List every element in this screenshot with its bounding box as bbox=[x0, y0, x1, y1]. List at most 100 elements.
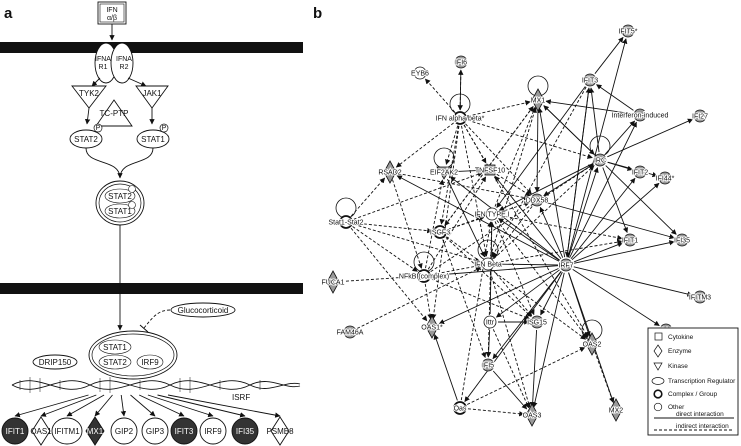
node-label-oas2: OAS2 bbox=[583, 342, 602, 349]
isgf3-stat1-label: STAT1 bbox=[103, 343, 127, 352]
node-nfkb bbox=[417, 269, 431, 283]
node-fuca1 bbox=[326, 270, 340, 294]
edge-ddx58-ifnbeta bbox=[492, 206, 533, 259]
node-label-eyb6: EYB6 bbox=[411, 71, 429, 78]
edge-isgf3-oas2 bbox=[446, 236, 586, 340]
edge-irf7-mx1 bbox=[537, 107, 566, 258]
edge-irf7-ifi35 bbox=[573, 240, 675, 264]
edge-nfkb-tnfsf10 bbox=[427, 176, 487, 270]
node-label-nfkb: NFkB (complex) bbox=[399, 274, 449, 281]
tcptp-label: TC-PTP bbox=[100, 109, 129, 118]
cytokine-legend-icon bbox=[654, 332, 663, 341]
node-label-oas1: OAS1* bbox=[421, 325, 443, 332]
node-ittr bbox=[483, 315, 497, 329]
edge-ifntype-isg15 bbox=[494, 221, 535, 316]
legend-other: Other bbox=[668, 404, 685, 411]
edge-isg15-oas3 bbox=[529, 329, 538, 408]
edge-irf7-ifntype bbox=[498, 218, 560, 261]
edge-interferon-mx1 bbox=[545, 99, 633, 115]
edge-oas-oas1 bbox=[433, 334, 458, 401]
edge-isgf3-isg15 bbox=[445, 237, 532, 317]
dimer-stat1-label: STAT1 bbox=[108, 207, 132, 216]
node-label-isg15: ISG15 bbox=[527, 320, 547, 327]
node-label-rsad2: RSAD2 bbox=[378, 170, 401, 177]
node-eif2ak2 bbox=[436, 166, 452, 180]
edge-ifn-isgf3 bbox=[439, 125, 460, 225]
edge-irc-ifi35 bbox=[605, 165, 677, 235]
ifn-label-2: α/β bbox=[107, 15, 117, 22]
isrf-label: ISRF bbox=[232, 393, 250, 402]
gene-node-psmb8 bbox=[270, 416, 290, 446]
edge-ifn-rsad2 bbox=[395, 122, 454, 168]
edge-isgf3-ddx58 bbox=[447, 201, 530, 230]
edge-stat-nfkb bbox=[352, 226, 418, 272]
kinase-legend-icon bbox=[653, 362, 663, 371]
edge-irf7-eif2ak2 bbox=[449, 176, 560, 261]
self-loop-nfkb bbox=[413, 251, 435, 273]
edge-ifi5-oas3 bbox=[492, 370, 528, 410]
edge-irf7-ifit1 bbox=[573, 242, 624, 263]
node-label-ifntype: IFN TYPE I bbox=[474, 212, 509, 219]
edge-stat-tnfsf10 bbox=[353, 171, 483, 220]
edge-stat-isgf3 bbox=[353, 222, 433, 234]
ifnar2-label-2: R2 bbox=[120, 64, 129, 71]
ifn-label-1: IFN bbox=[106, 7, 117, 14]
edge-ifit3-ifnbeta bbox=[491, 86, 587, 258]
node-ifit3 bbox=[583, 73, 597, 87]
gene-node-irf9 bbox=[199, 417, 227, 445]
edge-irf7-oas bbox=[464, 271, 562, 403]
legend-direct: direct interaction bbox=[676, 411, 724, 418]
edge-ifn-irc bbox=[467, 119, 593, 159]
tyk2-kinase bbox=[71, 85, 107, 109]
target-genes: IFIT1 OAS1 IFITM1 MX1 GIP2 GIP3 IFIT3 IRF9 IFI35… bbox=[1, 394, 294, 446]
edge-nfkb-oas1 bbox=[424, 283, 433, 320]
node-stat bbox=[339, 215, 353, 229]
edge-ifnbeta-mx1 bbox=[489, 107, 537, 257]
node-label-irf7: IRF7 bbox=[558, 263, 573, 270]
node-oas3 bbox=[525, 403, 539, 427]
node-label-ittr: Ittr bbox=[486, 320, 495, 327]
node-eyb6 bbox=[413, 66, 427, 80]
edge-oas-oas2 bbox=[467, 347, 586, 405]
ifnar2-label-1: IFNA bbox=[116, 56, 132, 63]
gene-arrow bbox=[167, 394, 281, 418]
gene-arrow bbox=[130, 394, 156, 417]
panel-b-label: b bbox=[313, 5, 322, 22]
edge-irf7-ifitm3 bbox=[573, 266, 693, 297]
pathway-panel: IFN α/β IFNA R1 IFNA R2 TYK2 JAK1 TC-PTP… bbox=[0, 1, 303, 446]
node-label-mx1: MX1 bbox=[531, 98, 546, 105]
stat2-phospho: P bbox=[96, 125, 101, 132]
node-label-oas: Oas bbox=[454, 406, 467, 413]
node-ifi44 bbox=[658, 171, 672, 185]
node-oas1 bbox=[425, 315, 439, 339]
gene-label-ifit1: IFIT1 bbox=[6, 427, 25, 436]
edge-mx1-irc bbox=[543, 105, 595, 155]
ifnar2-receptor bbox=[110, 42, 134, 84]
ifnar1-label-2: R1 bbox=[99, 64, 108, 71]
self-loop-eif2ak2 bbox=[433, 147, 455, 169]
self-loop-irc bbox=[589, 135, 611, 157]
node-ifn bbox=[453, 111, 467, 125]
edge-irf7-oas1 bbox=[438, 267, 559, 325]
edge-ittr-oas3 bbox=[492, 329, 530, 409]
gene-label-ifi35: IFI35 bbox=[236, 427, 255, 436]
node-oas2 bbox=[585, 332, 599, 356]
node-label-ifi27: IFI27 bbox=[692, 114, 708, 121]
gene-label-oas1: OAS1 bbox=[30, 427, 52, 436]
node-mx1 bbox=[531, 88, 545, 112]
glucocorticoid-node bbox=[170, 302, 236, 318]
edge-ifn-oas2 bbox=[463, 124, 589, 338]
edge-eif2ak2-ifnbeta bbox=[447, 179, 485, 258]
node-label-eif2ak2: EIF2AK2 bbox=[430, 170, 458, 177]
node-ifi27 bbox=[693, 109, 707, 123]
node-isgf3 bbox=[433, 225, 447, 239]
edge-ifit3-ifntype bbox=[496, 86, 586, 208]
edge-tnfsf10-ddx58 bbox=[496, 173, 531, 197]
self-loop-stat bbox=[335, 197, 357, 219]
gene-node-ifi35 bbox=[231, 417, 259, 445]
gene-arrow bbox=[139, 394, 185, 417]
edge-nfkb-ifnbeta bbox=[431, 263, 481, 275]
edge-rsad2-ddx58 bbox=[397, 173, 530, 201]
edge-interferon-ifit3 bbox=[596, 84, 634, 111]
node-label-ifit2: IFIT2 bbox=[632, 170, 648, 177]
